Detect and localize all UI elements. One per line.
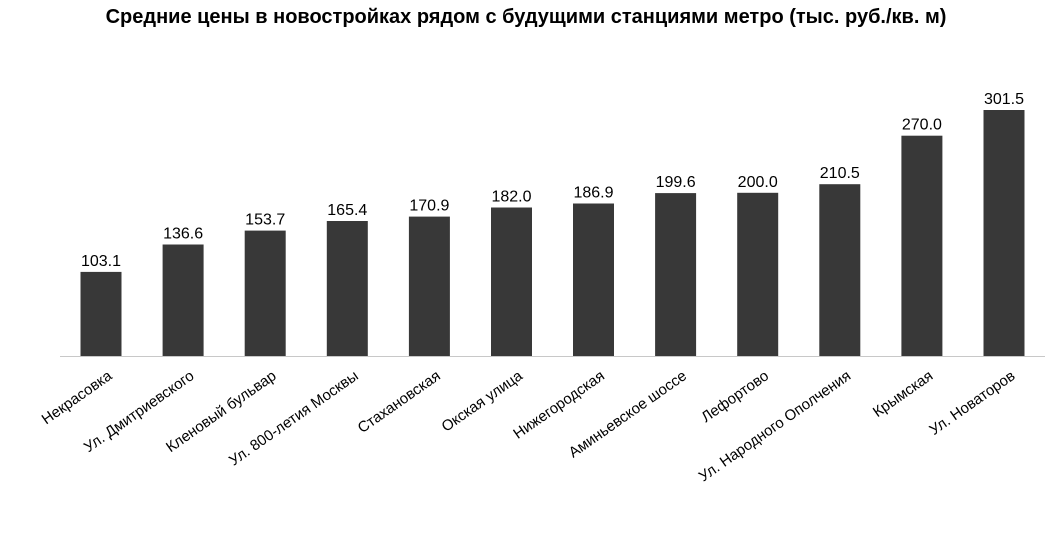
data-label: 199.6 <box>656 174 696 191</box>
bars-group <box>80 110 1025 356</box>
bar <box>244 230 286 356</box>
bar <box>162 244 204 356</box>
data-labels-group: 103.1 136.6 153.7 165.4 170.9 182.0 186.9 199.6… <box>81 91 1024 270</box>
bar <box>326 221 368 356</box>
bar <box>901 135 943 356</box>
bar <box>491 207 532 356</box>
chart-title: Средние цены в новостройках рядом с буду… <box>105 6 947 28</box>
bar <box>655 193 697 356</box>
data-label: 136.6 <box>163 226 203 243</box>
data-label: 170.9 <box>409 198 449 215</box>
data-label: 210.5 <box>820 165 860 182</box>
data-label: 182.0 <box>491 189 531 206</box>
bar <box>737 192 779 356</box>
data-label: 200.0 <box>738 174 778 191</box>
bar <box>80 271 122 356</box>
data-label: 103.1 <box>81 253 121 270</box>
data-label: 301.5 <box>984 91 1024 108</box>
x-tick-label: Окская улица <box>438 367 526 436</box>
x-tick-label: Ул. Народного Ополчения <box>696 367 854 485</box>
bar <box>819 184 861 356</box>
x-tick-label: Лефортово <box>698 367 772 426</box>
bar <box>573 203 614 356</box>
data-label: 165.4 <box>327 202 367 219</box>
x-tick-label: Ул. Новаторов <box>926 367 1018 438</box>
data-label: 186.9 <box>573 185 613 202</box>
x-tick-label: Стахановская <box>355 367 444 436</box>
x-tick-label: Крымская <box>870 367 936 421</box>
data-label: 270.0 <box>902 117 942 134</box>
bar <box>408 216 450 356</box>
data-label: 153.7 <box>245 212 285 229</box>
x-tick-label: Некрасовка <box>39 367 116 428</box>
bar <box>983 110 1025 356</box>
